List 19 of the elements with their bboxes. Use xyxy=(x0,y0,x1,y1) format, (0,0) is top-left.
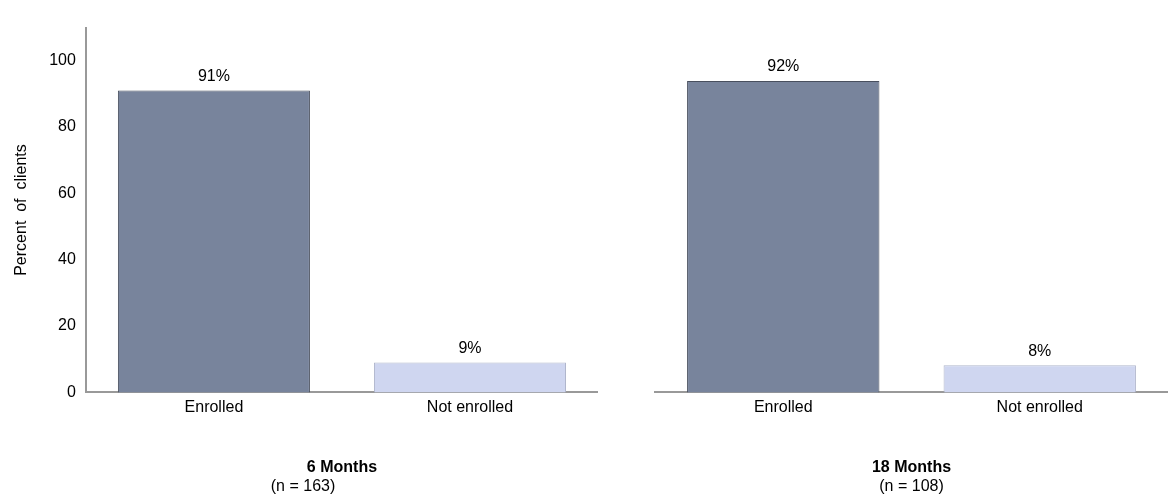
x-tick-label: Enrolled xyxy=(753,398,813,416)
x-axis-title: 18 Months xyxy=(871,457,952,475)
y-tick-label: 80 xyxy=(58,117,76,135)
y-tick-label: 40 xyxy=(58,250,76,268)
data-label: 92% xyxy=(767,57,800,75)
data-label: 91% xyxy=(197,67,230,85)
text: (n = 108) xyxy=(879,476,944,494)
x-tick-label: Not enrolled xyxy=(996,398,1083,416)
x-tick-label: Enrolled xyxy=(184,398,244,416)
data-label: 9% xyxy=(458,338,482,356)
y-axis-title: Percent of clients xyxy=(12,144,30,276)
y-tick-label: 0 xyxy=(66,382,76,400)
x-tick-label: Not enrolled xyxy=(426,398,514,416)
text: (n = 163) xyxy=(270,476,336,494)
y-tick-label: 20 xyxy=(58,316,76,334)
x-axis-title: 6 Months xyxy=(306,457,378,475)
data-label: 8% xyxy=(1028,341,1052,359)
y-tick-label: 100 xyxy=(49,51,76,69)
y-tick-label: 60 xyxy=(58,183,76,201)
